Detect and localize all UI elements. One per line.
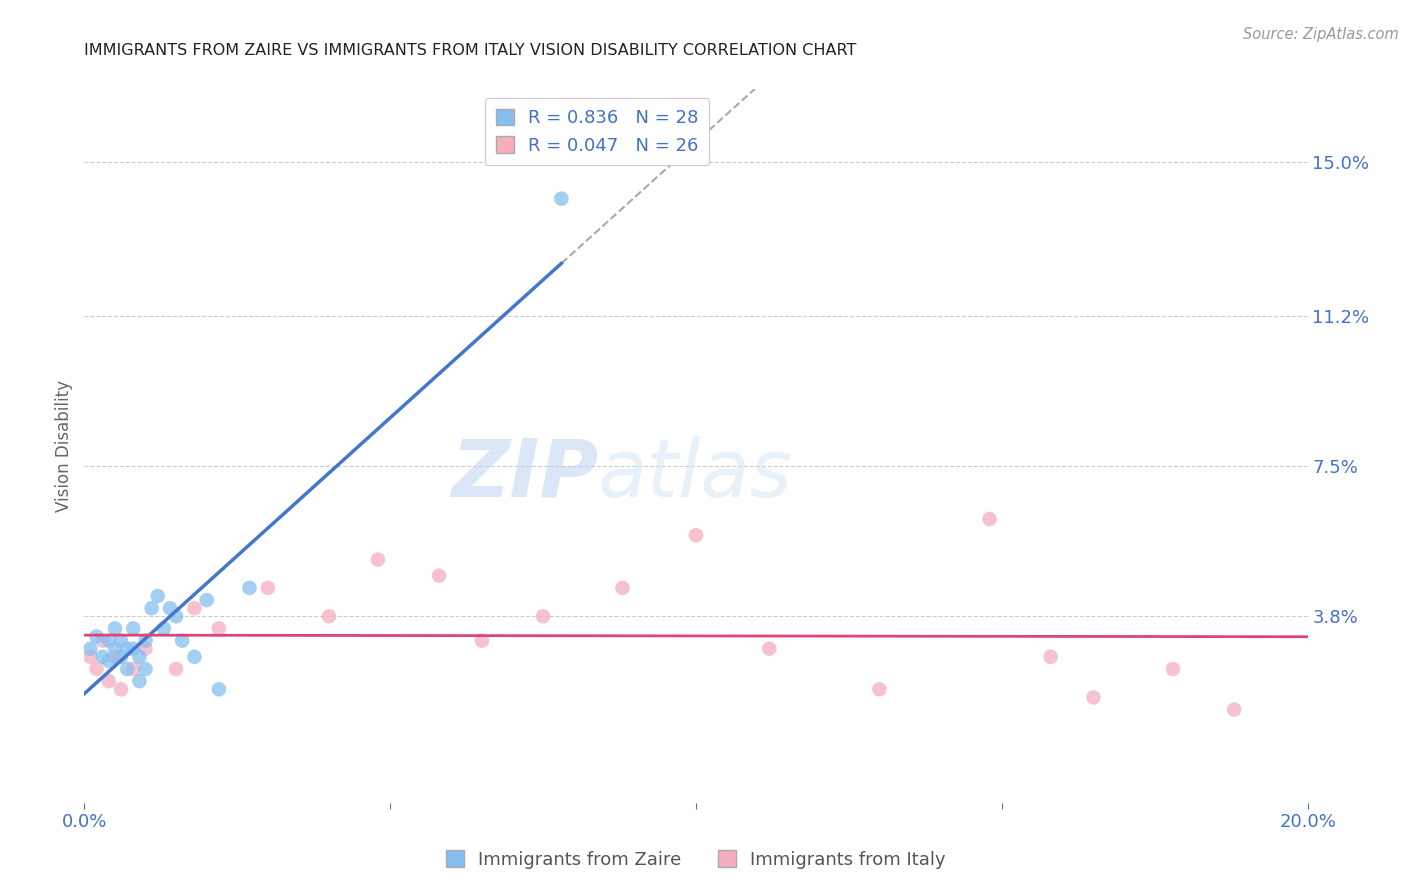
Point bbox=[183, 649, 205, 664]
Point bbox=[135, 662, 157, 676]
Text: IMMIGRANTS FROM ZAIRE VS IMMIGRANTS FROM ITALY VISION DISABILITY CORRELATION CHA: IMMIGRANTS FROM ZAIRE VS IMMIGRANTS FROM… bbox=[84, 43, 856, 58]
Point bbox=[146, 589, 169, 603]
Point bbox=[128, 649, 150, 664]
Point bbox=[110, 633, 132, 648]
Point bbox=[1223, 702, 1246, 716]
Point bbox=[122, 622, 145, 636]
Point bbox=[869, 682, 891, 697]
Point bbox=[195, 593, 218, 607]
Point bbox=[91, 633, 114, 648]
Text: ZIP: ZIP bbox=[451, 435, 598, 514]
Point bbox=[1161, 662, 1184, 676]
Point bbox=[110, 682, 132, 697]
Point bbox=[531, 609, 554, 624]
Point bbox=[79, 641, 101, 656]
Text: atlas: atlas bbox=[598, 435, 793, 514]
Text: Source: ZipAtlas.com: Source: ZipAtlas.com bbox=[1243, 27, 1399, 42]
Point bbox=[612, 581, 634, 595]
Point bbox=[86, 662, 108, 676]
Point bbox=[758, 641, 780, 656]
Point bbox=[471, 633, 494, 648]
Point bbox=[238, 581, 260, 595]
Point bbox=[165, 609, 187, 624]
Point bbox=[1083, 690, 1105, 705]
Point bbox=[135, 641, 157, 656]
Point bbox=[97, 654, 120, 668]
Point bbox=[427, 568, 450, 582]
Point bbox=[122, 641, 145, 656]
Point bbox=[208, 622, 231, 636]
Point bbox=[1039, 649, 1062, 664]
Point bbox=[104, 641, 127, 656]
Point bbox=[97, 674, 120, 689]
Point bbox=[979, 512, 1001, 526]
Point bbox=[367, 552, 389, 566]
Point bbox=[115, 662, 138, 676]
Point bbox=[183, 601, 205, 615]
Point bbox=[208, 682, 231, 697]
Point bbox=[79, 649, 101, 664]
Point bbox=[104, 622, 127, 636]
Point bbox=[257, 581, 280, 595]
Point bbox=[104, 649, 127, 664]
Point bbox=[550, 192, 572, 206]
Point bbox=[115, 641, 138, 656]
Legend: Immigrants from Zaire, Immigrants from Italy: Immigrants from Zaire, Immigrants from I… bbox=[439, 843, 953, 876]
Point bbox=[141, 601, 163, 615]
Point bbox=[172, 633, 194, 648]
Point bbox=[685, 528, 707, 542]
Point bbox=[97, 633, 120, 648]
Point bbox=[122, 662, 145, 676]
Point bbox=[165, 662, 187, 676]
Point bbox=[159, 601, 181, 615]
Point bbox=[153, 622, 176, 636]
Point bbox=[318, 609, 340, 624]
Point bbox=[91, 649, 114, 664]
Point bbox=[110, 649, 132, 664]
Point bbox=[86, 630, 108, 644]
Y-axis label: Vision Disability: Vision Disability bbox=[55, 380, 73, 512]
Point bbox=[128, 674, 150, 689]
Point bbox=[135, 633, 157, 648]
